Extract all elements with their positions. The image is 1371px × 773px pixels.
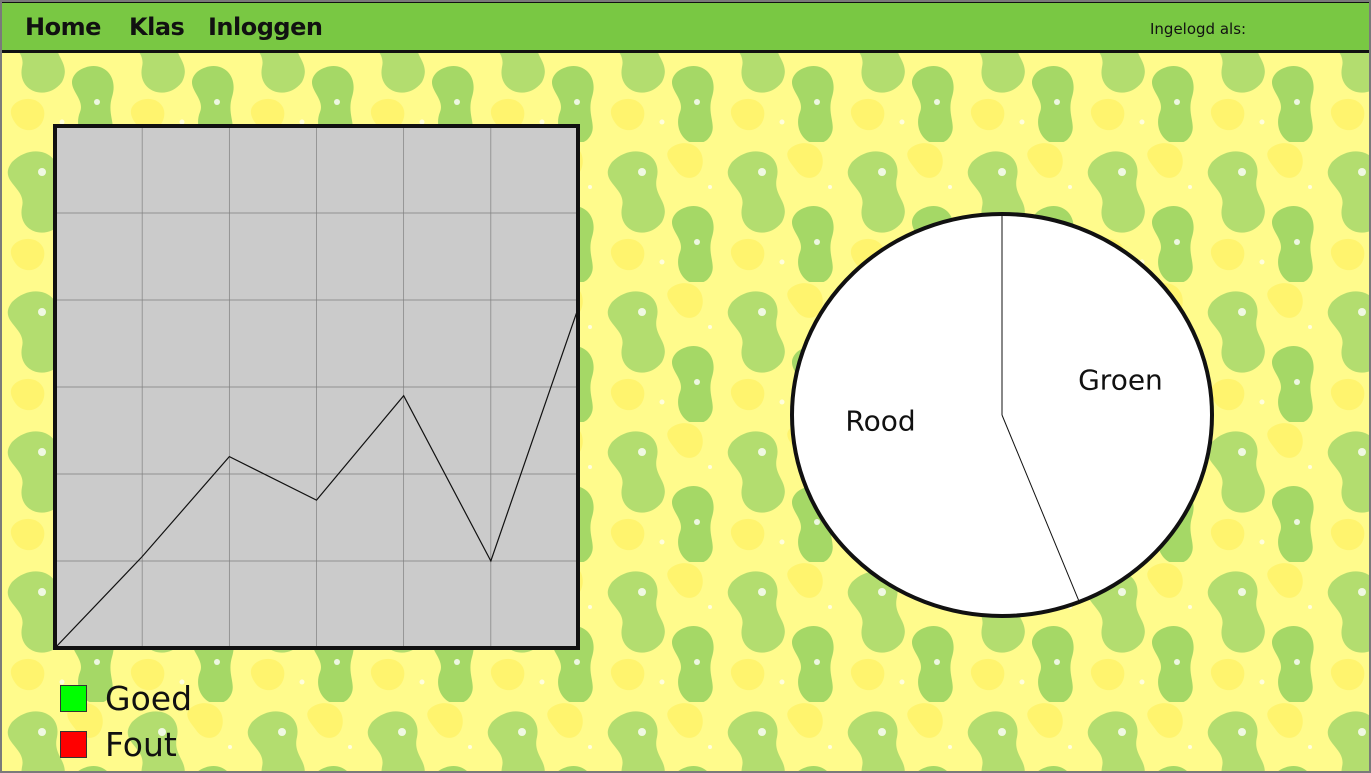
- nav-klas-link[interactable]: Klas: [129, 13, 185, 41]
- nav-inloggen-link[interactable]: Inloggen: [208, 13, 323, 41]
- pie-chart: Groen Rood: [790, 212, 1214, 618]
- login-status: Ingelogd als:: [1150, 20, 1247, 38]
- navbar: Home Klas Inloggen Ingelogd als:: [2, 2, 1369, 53]
- legend-label-fout: Fout: [105, 725, 177, 764]
- nav-home-link[interactable]: Home: [25, 13, 101, 41]
- legend-swatch-goed: [60, 685, 87, 712]
- line-chart: [53, 124, 580, 650]
- pie-slice-divider: [1001, 414, 1080, 603]
- line-chart-border: [53, 124, 580, 650]
- pie-label-groen: Groen: [1078, 363, 1163, 396]
- pie-label-rood: Rood: [845, 405, 915, 438]
- legend-label-goed: Goed: [105, 679, 193, 718]
- legend-swatch-fout: [60, 731, 87, 758]
